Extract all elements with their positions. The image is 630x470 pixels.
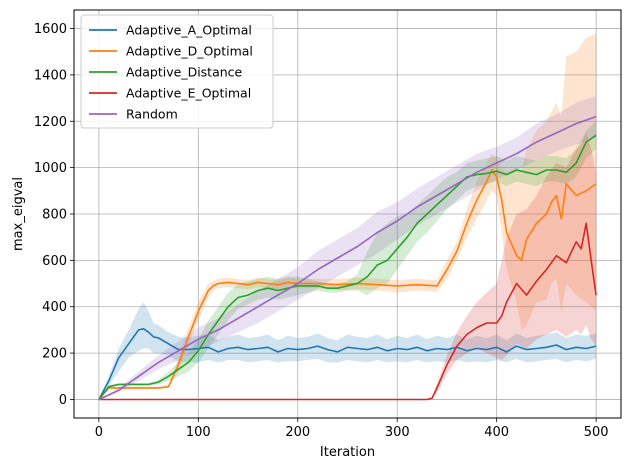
series-line-adaptive-a-optimal [98, 327, 597, 400]
series-line-adaptive-e-optimal [98, 222, 597, 401]
y-tick-label: 1000 [34, 161, 67, 176]
legend-label: Adaptive_Distance [126, 65, 243, 80]
y-tick-label: 400 [42, 300, 67, 315]
series-line-random [98, 115, 597, 401]
legend-box [80, 14, 274, 129]
x-tick-label: 300 [385, 425, 410, 440]
x-axis-label: Iteration [320, 445, 375, 460]
x-tick-label: 200 [285, 425, 310, 440]
x-tick-label: 100 [186, 425, 211, 440]
series-lines [98, 115, 597, 401]
legend-label: Adaptive_A_Optimal [126, 23, 252, 38]
y-tick-label: 1200 [34, 115, 67, 130]
legend-label: Adaptive_D_Optimal [126, 44, 253, 59]
confidence-bands [98, 33, 597, 400]
series-line-adaptive-distance [98, 134, 597, 400]
y-tick-label: 600 [42, 254, 67, 269]
y-tick-label: 800 [42, 208, 67, 223]
x-tick-label: 400 [484, 425, 509, 440]
y-tick-label: 0 [59, 393, 67, 408]
x-tick-label: 500 [584, 425, 609, 440]
series-line-adaptive-d-optimal [98, 169, 597, 401]
legend-label: Adaptive_E_Optimal [126, 86, 251, 101]
y-tick-label: 1600 [34, 22, 67, 37]
band-adaptive-e-optimal [98, 132, 597, 400]
grid-lines [74, 10, 621, 418]
band-adaptive-a-optimal [98, 302, 597, 400]
x-tick-label: 0 [95, 425, 103, 440]
legend: Adaptive_A_Optimal Adaptive_D_Optimal Adap… [80, 14, 274, 129]
y-tick-label: 200 [42, 347, 67, 362]
y-axis-ticks: 0 200 400 600 800 1000 1200 1400 1600 [34, 22, 74, 408]
band-random [98, 95, 597, 400]
legend-label: Random [126, 107, 178, 122]
y-axis-label: max_eigval [11, 177, 26, 251]
x-axis-ticks: 0 100 200 300 400 500 [95, 418, 609, 440]
y-tick-label: 1400 [34, 68, 67, 83]
